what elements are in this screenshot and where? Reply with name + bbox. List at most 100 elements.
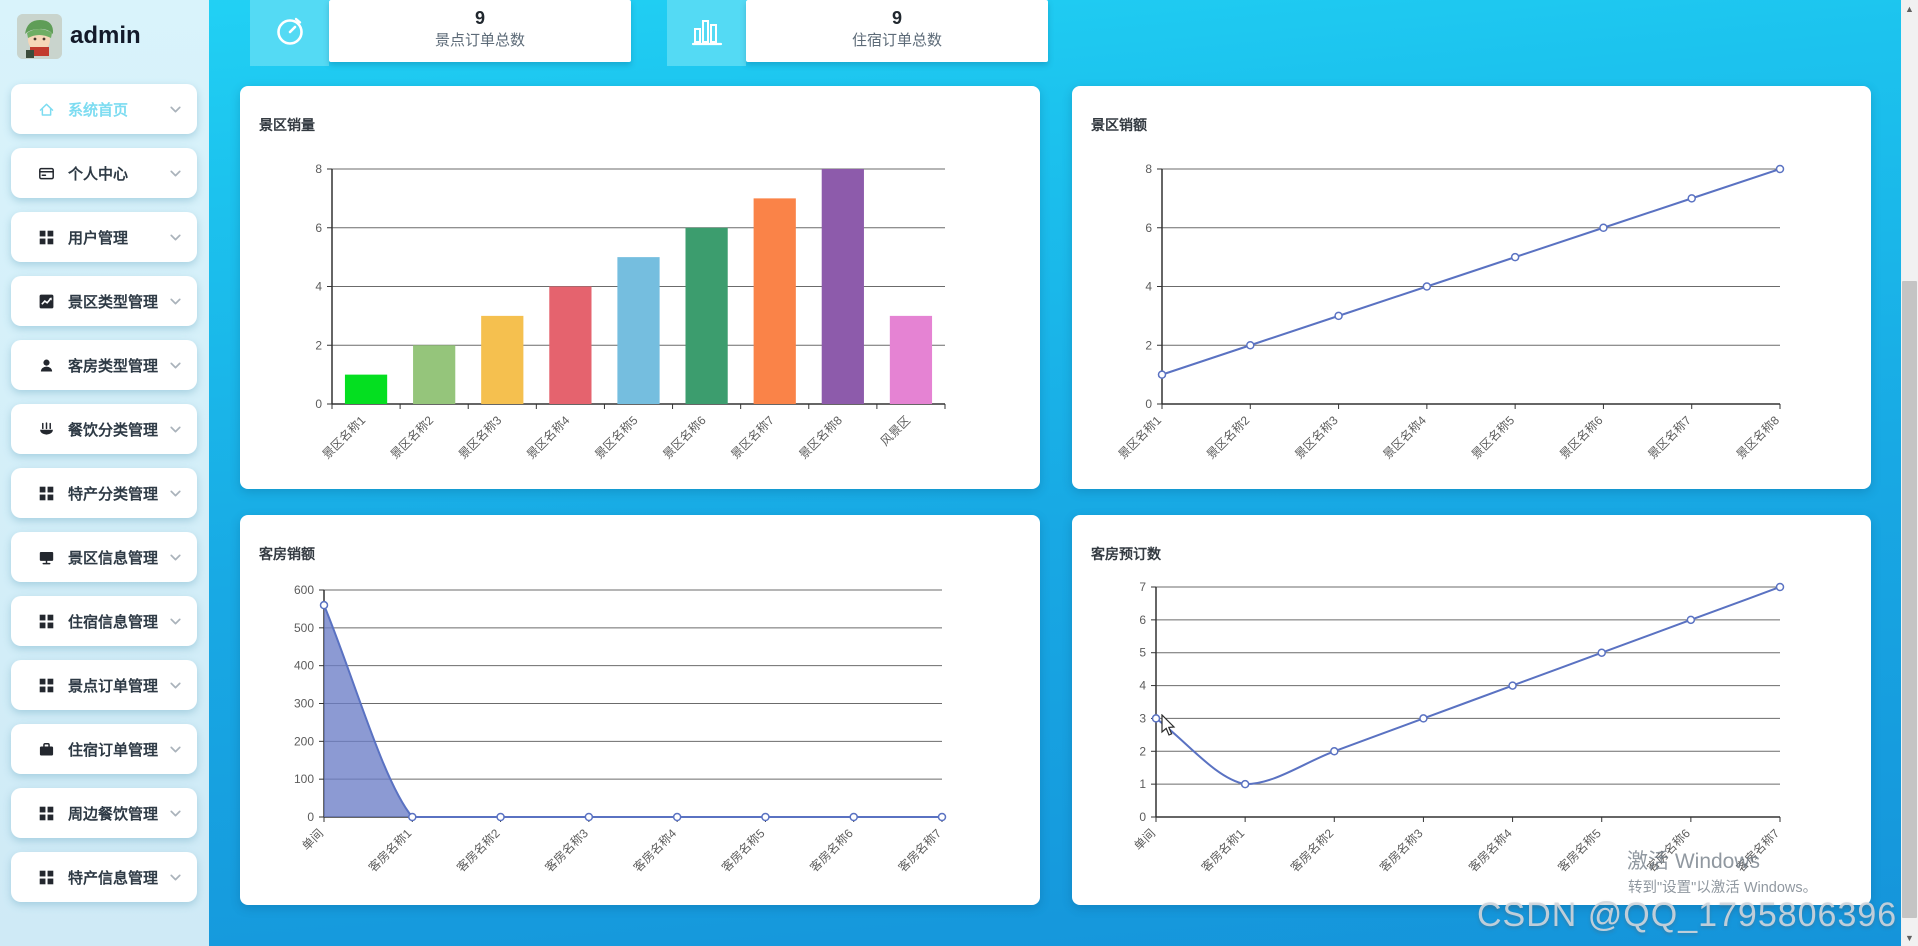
chart-canvas-scenic-revenue[interactable]: 0 2 4 6 8 景区名称1 景区名称2 景区名称3 景区名称4 景区名称5 景区名称6 景区名称7… bbox=[1072, 86, 1871, 489]
svg-text:0: 0 bbox=[1139, 810, 1146, 824]
stat-value: 9 bbox=[474, 8, 485, 28]
chevron-down-icon bbox=[167, 677, 182, 692]
svg-text:0: 0 bbox=[307, 810, 314, 824]
chart-canvas-room-revenue[interactable]: 0 100 200 300 400 500 600 单间 客房名称1 客房名称2 客房名称3 客房名称… bbox=[240, 515, 1040, 905]
sidebar-item-6[interactable]: 特产分类管理 bbox=[11, 468, 197, 518]
grid-icon bbox=[38, 485, 55, 502]
food-icon bbox=[38, 421, 55, 438]
sidebar-item-label: 客房类型管理 bbox=[68, 357, 159, 375]
svg-text:400: 400 bbox=[294, 659, 314, 673]
sidebar-item-12[interactable]: 特产信息管理 bbox=[11, 852, 197, 902]
svg-text:客房名称4: 客房名称4 bbox=[1465, 825, 1514, 874]
sidebar-item-4[interactable]: 客房类型管理 bbox=[11, 340, 197, 390]
windows-activate-watermark-line2: 转到"设置"以激活 Windows。 bbox=[1628, 880, 1818, 896]
svg-text:3: 3 bbox=[1139, 711, 1146, 725]
svg-text:200: 200 bbox=[294, 734, 314, 748]
svg-text:1: 1 bbox=[1139, 777, 1146, 791]
chevron-down-icon bbox=[167, 805, 182, 820]
sidebar-item-label: 餐饮分类管理 bbox=[68, 421, 159, 439]
svg-text:景区名称7: 景区名称7 bbox=[1645, 412, 1694, 461]
sidebar-item-label: 住宿订单管理 bbox=[68, 741, 159, 759]
user-name: admin bbox=[70, 22, 141, 49]
svg-text:8: 8 bbox=[1145, 162, 1152, 176]
svg-text:景区名称1: 景区名称1 bbox=[1115, 412, 1164, 461]
monitor-icon bbox=[38, 549, 55, 566]
briefcase-icon bbox=[38, 741, 55, 758]
sidebar-item-0[interactable]: 系统首页 bbox=[11, 84, 197, 134]
sidebar-item-label: 个人中心 bbox=[68, 165, 129, 183]
svg-text:客房名称2: 客房名称2 bbox=[1287, 825, 1336, 874]
sidebar: admin 系统首页个人中心用户管理景区类型管理 客房类型管理 餐饮分类管理 特产分类… bbox=[0, 0, 209, 946]
chart-card-scenic-sales: 景区销量 0 2 4 6 8 景区名称1 景区名称2 景区名称3 景区名称4 景区名称5 景区名称6… bbox=[240, 86, 1040, 489]
svg-text:景区名称4: 景区名称4 bbox=[1380, 412, 1429, 461]
svg-text:景区名称8: 景区名称8 bbox=[1733, 412, 1782, 461]
svg-text:风景区: 风景区 bbox=[878, 413, 913, 448]
svg-text:景区名称2: 景区名称2 bbox=[387, 412, 436, 461]
svg-text:客房名称1: 客房名称1 bbox=[1198, 825, 1247, 874]
windows-activate-watermark-line1: 激活 Windows bbox=[1627, 850, 1761, 873]
grid-icon bbox=[38, 869, 55, 886]
sidebar-item-label: 系统首页 bbox=[68, 101, 129, 119]
stat-label: 景点订单总数 bbox=[434, 32, 525, 49]
chevron-down-icon bbox=[167, 485, 182, 500]
sidebar-item-7[interactable]: 景区信息管理 bbox=[11, 532, 197, 582]
svg-text:6: 6 bbox=[1139, 613, 1146, 627]
svg-text:客房名称5: 客房名称5 bbox=[718, 825, 767, 874]
svg-text:5: 5 bbox=[1139, 646, 1146, 660]
trend-icon bbox=[38, 293, 55, 310]
scrollbar-thumb[interactable] bbox=[1902, 281, 1917, 918]
bar-chart-icon bbox=[687, 11, 727, 56]
stat-iconbox-scenic-orders bbox=[250, 0, 329, 66]
sidebar-item-label: 景区信息管理 bbox=[68, 549, 159, 567]
main-content: 9 景点订单总数 9 住宿订单总数 景区销量 0 2 4 6 8 景区名称1 景区名称2 景区… bbox=[209, 0, 1901, 946]
scrollbar-down-arrow-icon[interactable]: ▼ bbox=[1901, 929, 1918, 946]
sidebar-item-8[interactable]: 住宿信息管理 bbox=[11, 596, 197, 646]
chevron-down-icon bbox=[167, 165, 182, 180]
svg-text:客房名称5: 客房名称5 bbox=[1555, 825, 1604, 874]
stat-label: 住宿订单总数 bbox=[851, 32, 942, 49]
svg-text:2: 2 bbox=[315, 338, 322, 352]
svg-text:6: 6 bbox=[1145, 221, 1152, 235]
chart-title: 客房预订数 bbox=[1091, 546, 1161, 562]
avatar[interactable] bbox=[17, 14, 62, 59]
mouse-cursor bbox=[1161, 714, 1176, 736]
stat-card-lodging-orders: 9 住宿订单总数 bbox=[746, 0, 1048, 62]
stat-iconbox-lodging-orders bbox=[667, 0, 746, 66]
sidebar-item-label: 景点订单管理 bbox=[68, 677, 159, 695]
user-icon bbox=[38, 357, 55, 374]
sidebar-item-1[interactable]: 个人中心 bbox=[11, 148, 197, 198]
svg-text:4: 4 bbox=[1145, 280, 1152, 294]
chevron-down-icon bbox=[167, 549, 182, 564]
chart-card-scenic-revenue: 景区销额 0 2 4 6 8 景区名称1 景区名称2 景区名称3 景区名称4 景区名称5 景区名称6… bbox=[1072, 86, 1871, 489]
sidebar-item-9[interactable]: 景点订单管理 bbox=[11, 660, 197, 710]
sidebar-item-label: 住宿信息管理 bbox=[68, 613, 159, 631]
sidebar-item-label: 特产分类管理 bbox=[68, 485, 159, 503]
chart-canvas-scenic-sales[interactable]: 0 2 4 6 8 景区名称1 景区名称2 景区名称3 景区名称4 景区名称5 景区名称6 景区名称7… bbox=[240, 86, 1040, 489]
sidebar-item-5[interactable]: 餐饮分类管理 bbox=[11, 404, 197, 454]
svg-text:客房名称3: 客房名称3 bbox=[542, 825, 591, 874]
sidebar-item-10[interactable]: 住宿订单管理 bbox=[11, 724, 197, 774]
svg-text:客房名称7: 客房名称7 bbox=[895, 825, 944, 874]
sidebar-item-3[interactable]: 景区类型管理 bbox=[11, 276, 197, 326]
svg-text:客房名称4: 客房名称4 bbox=[630, 825, 679, 874]
svg-text:景区名称4: 景区名称4 bbox=[523, 412, 572, 461]
chevron-down-icon bbox=[167, 357, 182, 372]
chevron-down-icon bbox=[167, 869, 182, 884]
sidebar-header: admin bbox=[0, 0, 209, 75]
timer-icon bbox=[271, 12, 309, 55]
svg-text:8: 8 bbox=[315, 162, 322, 176]
scrollbar-up-arrow-icon[interactable]: ▲ bbox=[1901, 0, 1918, 17]
svg-text:景区名称3: 景区名称3 bbox=[455, 412, 504, 461]
svg-text:6: 6 bbox=[315, 221, 322, 235]
chart-title: 景区销量 bbox=[259, 117, 315, 133]
vertical-scrollbar[interactable]: ▲ ▼ bbox=[1901, 0, 1918, 946]
svg-text:2: 2 bbox=[1139, 744, 1146, 758]
chevron-down-icon bbox=[167, 613, 182, 628]
svg-text:7: 7 bbox=[1139, 580, 1146, 594]
sidebar-item-2[interactable]: 用户管理 bbox=[11, 212, 197, 262]
sidebar-item-11[interactable]: 周边餐饮管理 bbox=[11, 788, 197, 838]
sidebar-item-label: 景区类型管理 bbox=[68, 293, 159, 311]
svg-text:2: 2 bbox=[1145, 338, 1152, 352]
